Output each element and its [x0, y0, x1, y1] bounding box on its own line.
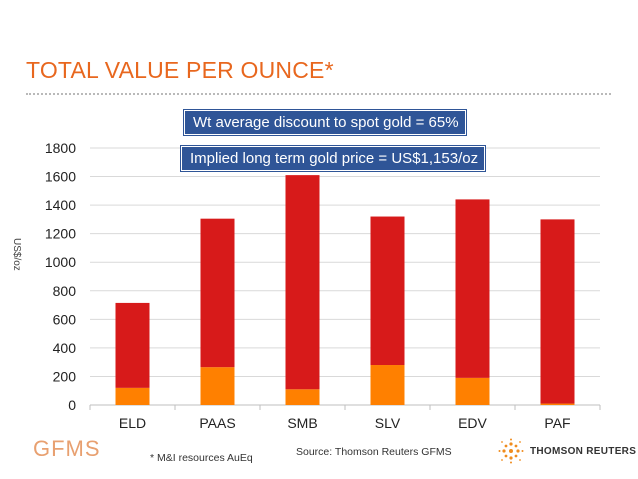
thomson-reuters-logo: THOMSON REUTERS	[498, 438, 636, 464]
y-axis-label: US$/oz	[11, 238, 22, 271]
y-tick-label: 1000	[45, 254, 76, 270]
bar-lower-paf	[540, 403, 575, 405]
y-tick-label: 200	[53, 368, 77, 384]
discount-callout: Wt average discount to spot gold = 65%	[184, 110, 466, 135]
y-tick-label: 0	[68, 397, 76, 413]
x-tick-label: ELD	[119, 415, 146, 431]
bar-upper-paas	[200, 218, 235, 368]
y-tick-label: 1400	[45, 197, 76, 213]
y-tick-label: 600	[53, 311, 77, 327]
bar-upper-edv	[455, 199, 490, 378]
thomson-reuters-wordmark: THOMSON REUTERS	[530, 445, 637, 457]
x-tick-label: PAF	[544, 415, 570, 431]
page-title: TOTAL VALUE PER OUNCE*	[26, 57, 334, 83]
bar-lower-eld	[115, 387, 150, 405]
footnote: * M&I resources AuEq	[150, 452, 253, 464]
implied-price-callout: Implied long term gold price = US$1,153/…	[181, 146, 486, 171]
x-tick-label: PAAS	[199, 415, 235, 431]
x-tick-label: EDV	[458, 415, 487, 431]
bar-lower-paas	[200, 367, 235, 405]
bar-upper-eld	[115, 302, 150, 388]
title-divider	[26, 93, 611, 95]
bar-lower-edv	[455, 377, 490, 405]
bar-upper-slv	[370, 216, 405, 366]
bar-upper-smb	[285, 175, 320, 390]
x-tick-label: SLV	[375, 415, 401, 431]
y-tick-label: 1800	[45, 140, 76, 156]
source-note: Source: Thomson Reuters GFMS	[296, 446, 452, 458]
thomson-reuters-dot-icon	[498, 438, 524, 464]
bar-lower-slv	[370, 365, 405, 405]
bar-lower-smb	[285, 389, 320, 405]
bar-upper-paf	[540, 219, 575, 404]
gfms-logo: GFMS	[33, 436, 101, 461]
y-tick-label: 400	[53, 340, 77, 356]
y-tick-label: 800	[53, 283, 77, 299]
y-tick-label: 1600	[45, 169, 76, 185]
x-tick-label: SMB	[287, 415, 317, 431]
y-tick-label: 1200	[45, 226, 76, 242]
